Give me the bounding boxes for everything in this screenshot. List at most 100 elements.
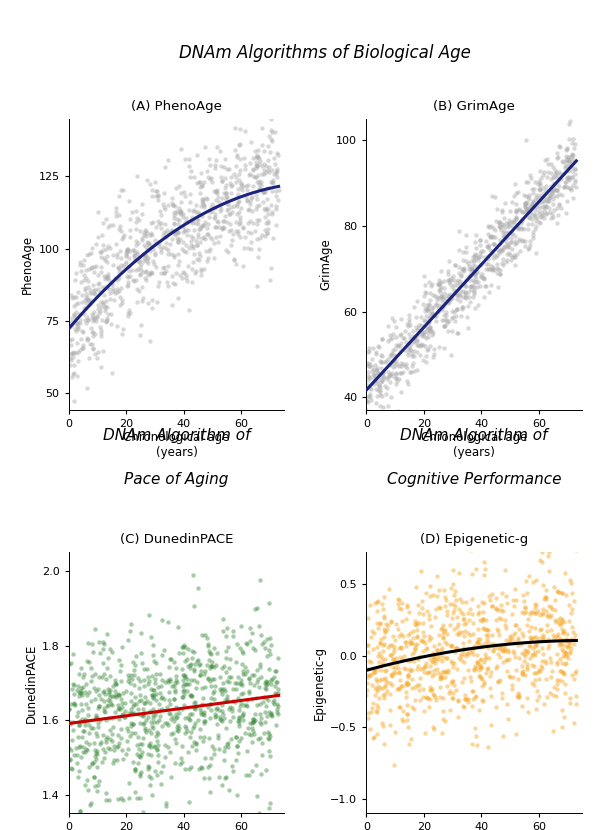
Point (564, 598, 574, 612)
Point (425, 579, 435, 592)
Point (549, 170, 558, 183)
Point (254, 152, 263, 165)
Point (546, 167, 555, 180)
Point (366, 630, 376, 643)
Point (73, 316, 83, 330)
Point (152, 189, 161, 203)
Point (392, 320, 401, 334)
Point (483, 740, 493, 754)
Point (447, 639, 457, 652)
Point (165, 674, 175, 687)
Point (440, 297, 450, 310)
Point (146, 245, 155, 258)
Point (442, 604, 452, 618)
Point (438, 671, 447, 685)
Point (204, 152, 214, 165)
Point (391, 367, 401, 380)
Point (495, 237, 504, 251)
Point (486, 230, 496, 243)
Point (372, 662, 381, 676)
Point (460, 290, 470, 304)
Point (257, 749, 267, 762)
Point (467, 738, 477, 751)
Point (261, 159, 271, 173)
Point (260, 224, 270, 237)
Point (377, 716, 387, 730)
Point (510, 636, 519, 649)
Point (134, 213, 144, 227)
Point (529, 630, 538, 643)
Point (118, 708, 127, 721)
Point (184, 242, 194, 255)
Point (491, 662, 500, 675)
Point (560, 566, 570, 579)
Point (382, 685, 392, 698)
Point (423, 330, 432, 344)
Point (196, 175, 205, 188)
Point (553, 174, 562, 188)
Point (165, 226, 174, 239)
Point (105, 286, 115, 300)
Point (492, 261, 501, 275)
Point (189, 696, 199, 710)
Point (461, 228, 470, 242)
Point (131, 263, 141, 276)
Point (537, 195, 547, 208)
Point (395, 601, 404, 614)
Point (392, 652, 401, 665)
Point (191, 737, 201, 750)
Point (454, 566, 464, 579)
Point (145, 267, 155, 281)
Point (509, 593, 518, 607)
Point (454, 694, 463, 707)
Point (90, 288, 100, 301)
Point (373, 640, 382, 653)
Point (463, 664, 473, 677)
Point (408, 349, 417, 363)
Point (497, 244, 506, 257)
Point (498, 218, 508, 232)
Point (248, 735, 257, 749)
Point (549, 197, 558, 210)
Point (207, 751, 216, 764)
Point (376, 617, 385, 630)
Point (435, 274, 444, 287)
Point (136, 694, 146, 707)
Point (263, 676, 273, 689)
Point (90, 693, 99, 706)
Point (203, 251, 213, 265)
Point (229, 629, 238, 642)
Point (544, 641, 553, 654)
Point (403, 677, 413, 691)
Point (507, 227, 517, 241)
Point (412, 310, 421, 324)
Point (506, 204, 515, 217)
Point (471, 228, 481, 242)
Point (127, 702, 136, 715)
Point (189, 568, 198, 581)
Point (139, 251, 149, 264)
Point (381, 387, 391, 400)
Point (122, 243, 131, 256)
Point (147, 721, 157, 735)
Point (135, 716, 144, 730)
Point (103, 652, 112, 665)
Point (181, 711, 190, 725)
Point (378, 720, 387, 733)
Point (447, 305, 457, 318)
Point (550, 593, 560, 607)
Point (235, 217, 245, 230)
Point (153, 214, 162, 227)
Point (401, 612, 411, 625)
Point (267, 709, 277, 722)
Point (459, 263, 469, 276)
Point (180, 655, 189, 668)
Point (233, 188, 243, 201)
Point (476, 249, 486, 262)
Point (112, 691, 121, 704)
Point (91, 684, 101, 697)
Point (244, 203, 253, 217)
Point (564, 150, 573, 164)
Point (552, 183, 562, 197)
Point (422, 299, 432, 312)
